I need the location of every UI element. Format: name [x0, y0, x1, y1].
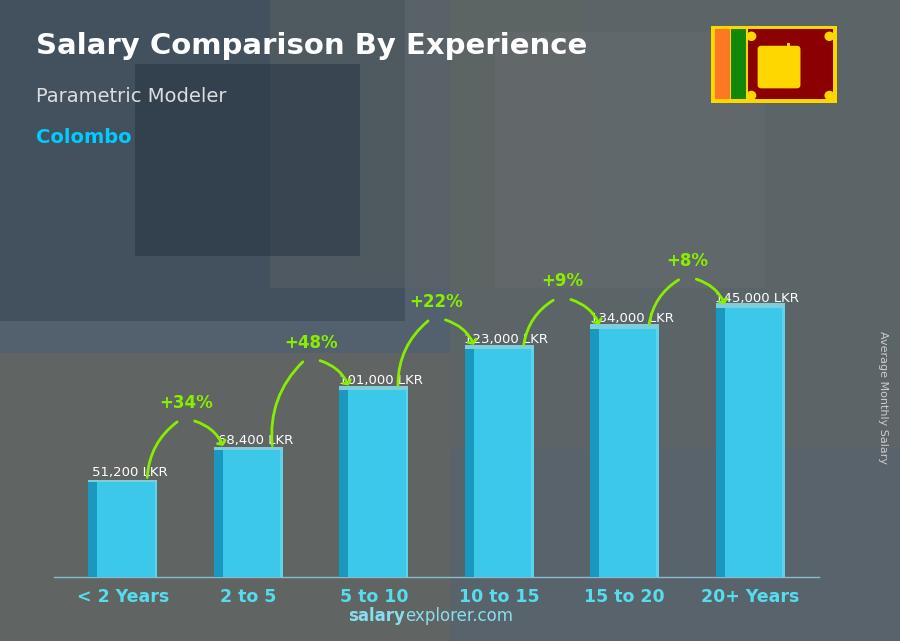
Text: 145,000 LKR: 145,000 LKR [715, 292, 799, 305]
Bar [731, 29, 746, 99]
Circle shape [746, 91, 756, 100]
Circle shape [824, 91, 834, 100]
Bar [782, 308, 785, 577]
Circle shape [746, 31, 756, 41]
Bar [464, 349, 534, 577]
Bar [590, 324, 659, 329]
Bar [590, 329, 659, 577]
Bar [339, 390, 348, 577]
Bar [787, 44, 790, 88]
Bar [716, 308, 724, 577]
Text: +22%: +22% [410, 293, 464, 311]
Text: +8%: +8% [666, 252, 708, 270]
Bar [656, 329, 659, 577]
Bar [748, 29, 833, 99]
Bar [280, 450, 283, 577]
Text: 134,000 LKR: 134,000 LKR [590, 312, 673, 326]
Text: +48%: +48% [284, 333, 338, 351]
Text: Salary Comparison By Experience: Salary Comparison By Experience [36, 32, 587, 60]
Text: 51,200 LKR: 51,200 LKR [92, 466, 167, 479]
Text: 101,000 LKR: 101,000 LKR [338, 374, 423, 387]
Bar [716, 308, 785, 577]
Bar [214, 450, 283, 577]
Bar [339, 386, 409, 390]
Bar [88, 482, 158, 577]
Bar [715, 29, 730, 99]
Bar [155, 482, 157, 577]
Text: salary: salary [348, 607, 405, 625]
Text: Average Monthly Salary: Average Monthly Salary [878, 331, 887, 464]
Bar [464, 349, 473, 577]
Text: explorer.com: explorer.com [405, 607, 513, 625]
Text: 123,000 LKR: 123,000 LKR [464, 333, 548, 345]
Bar [214, 450, 223, 577]
Text: 68,400 LKR: 68,400 LKR [218, 434, 292, 447]
Bar [590, 329, 599, 577]
Bar [88, 482, 97, 577]
Text: Parametric Modeler: Parametric Modeler [36, 87, 227, 106]
Text: +9%: +9% [541, 272, 583, 290]
Bar [214, 447, 283, 450]
Text: +34%: +34% [158, 394, 212, 412]
Bar [716, 303, 785, 308]
Text: Colombo: Colombo [36, 128, 131, 147]
FancyBboxPatch shape [758, 46, 800, 88]
Bar [339, 390, 409, 577]
Circle shape [824, 31, 834, 41]
Bar [88, 479, 158, 482]
Bar [464, 345, 534, 349]
Bar [406, 390, 409, 577]
Bar [531, 349, 534, 577]
